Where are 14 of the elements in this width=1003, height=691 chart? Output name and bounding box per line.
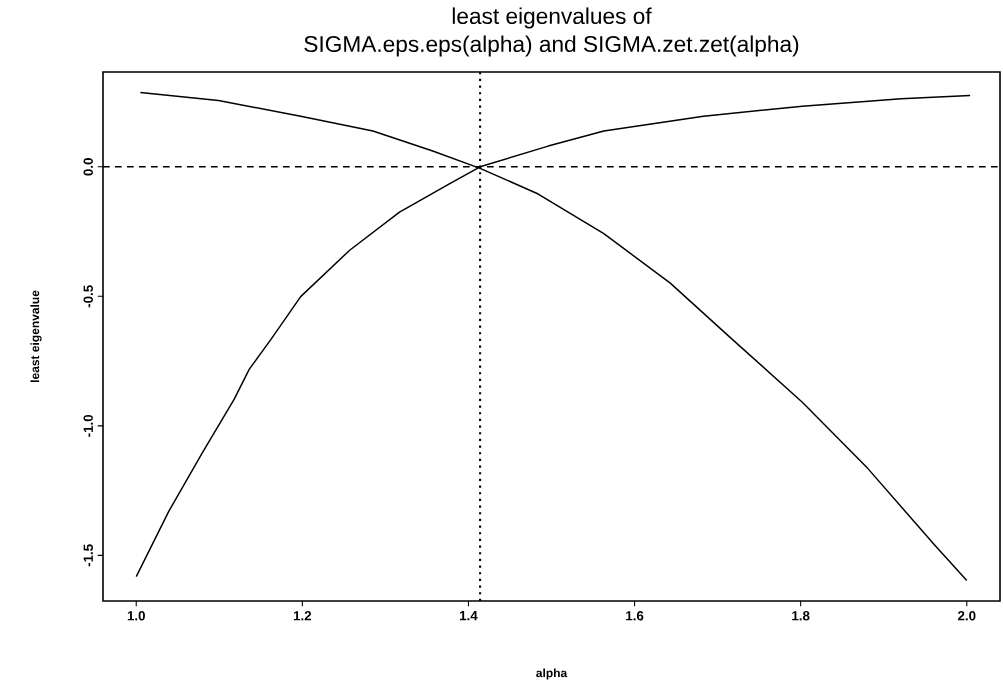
x-tick-label: 1.6: [626, 611, 644, 621]
x-tick-label: 1.2: [293, 611, 312, 621]
y-tick-label: 0.0: [83, 158, 93, 176]
y-tick-label: -1.0: [83, 414, 93, 437]
x-axis-title: alpha: [536, 668, 568, 680]
x-tick-label: 1.0: [127, 611, 145, 621]
x-tick-label: 2.0: [957, 611, 976, 621]
y-axis-title: least eigenvalue: [30, 290, 42, 382]
y-tick-label: -1.5: [83, 544, 93, 567]
y-tick-label: -0.5: [83, 285, 93, 308]
x-tick-label: 1.8: [792, 611, 810, 621]
chart-title: least eigenvalues of: [452, 7, 652, 29]
x-tick-label: 1.4: [460, 611, 478, 621]
chart-subtitle: SIGMA.eps.eps(alpha) and SIGMA.zet.zet(alpha): [304, 35, 799, 57]
